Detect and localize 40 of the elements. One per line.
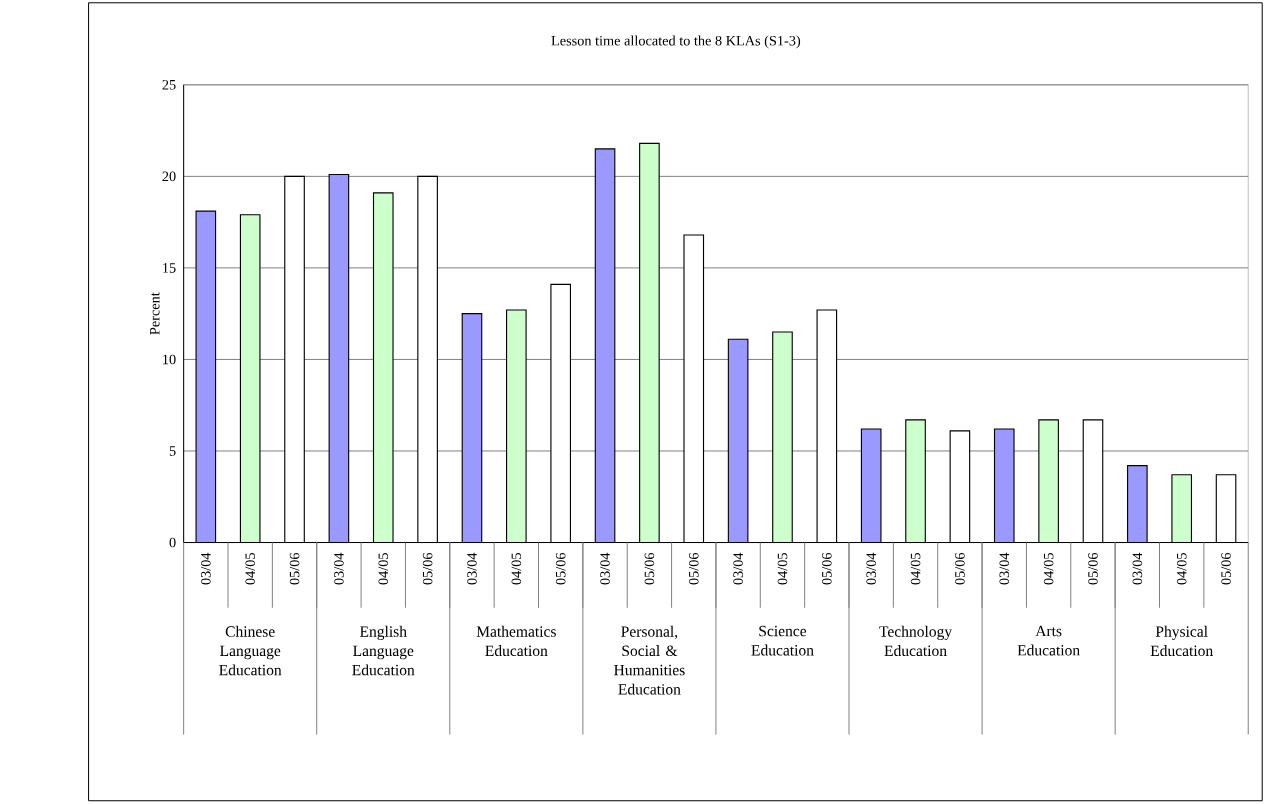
x-tick-label: 04/05 — [245, 553, 255, 585]
x-tick-label: 04/05 — [1043, 553, 1054, 585]
x-tick-label: 04/05 — [777, 553, 788, 585]
y-tick-label: 25 — [162, 80, 176, 90]
x-tick-label: 03/04 — [600, 552, 610, 585]
x-tick-label: 03/04 — [201, 552, 211, 585]
x-tick-label: 05/06 — [422, 553, 433, 585]
text: Arts Education — [1017, 626, 1080, 656]
x-tick-label: 05/06 — [644, 553, 655, 585]
text: Science Education — [751, 626, 814, 656]
x-tick-label: 05/06 — [289, 553, 300, 585]
x-tick-label: 05/06 — [955, 553, 965, 585]
y-tick-label: 10 — [163, 354, 176, 365]
text: Personal, Social & Humanities Education — [614, 626, 685, 695]
x-tick-label: 05/06 — [555, 553, 566, 585]
y-tick-label: 20 — [162, 171, 176, 182]
x-tick-label: 04/05 — [1176, 553, 1187, 585]
text: Physical Education — [1150, 626, 1213, 657]
x-tick-label: 05/06 — [688, 553, 699, 585]
y-tick-label: 5 — [169, 446, 176, 456]
y-tick-label: 0 — [169, 537, 176, 548]
text: Technology Education — [879, 626, 953, 657]
x-tick-label: 03/04 — [733, 552, 743, 585]
x-tick-label: 05/06 — [1221, 553, 1231, 585]
x-tick-label: 03/04 — [1132, 552, 1143, 585]
x-tick-label: 03/04 — [334, 552, 344, 585]
y-tick-label: 15 — [163, 263, 176, 273]
y-axis-title: Percent — [150, 292, 160, 335]
x-tick-label: 03/04 — [866, 552, 877, 585]
text: Chinese Language Education — [219, 626, 282, 676]
x-tick-label: 04/05 — [378, 553, 389, 585]
x-tick-label: 04/05 — [910, 553, 921, 585]
text: Mathematics Education — [476, 626, 556, 657]
x-tick-label: 04/05 — [511, 553, 522, 585]
chart-title: Lesson time allocated to the 8 KLAs (S1-3) — [551, 35, 801, 49]
x-tick-label: 05/06 — [1088, 553, 1098, 585]
text: English Language Education — [352, 626, 415, 676]
x-tick-label: 03/04 — [999, 552, 1010, 585]
x-tick-label: 05/06 — [822, 553, 832, 585]
x-tick-label: 03/04 — [467, 552, 477, 585]
